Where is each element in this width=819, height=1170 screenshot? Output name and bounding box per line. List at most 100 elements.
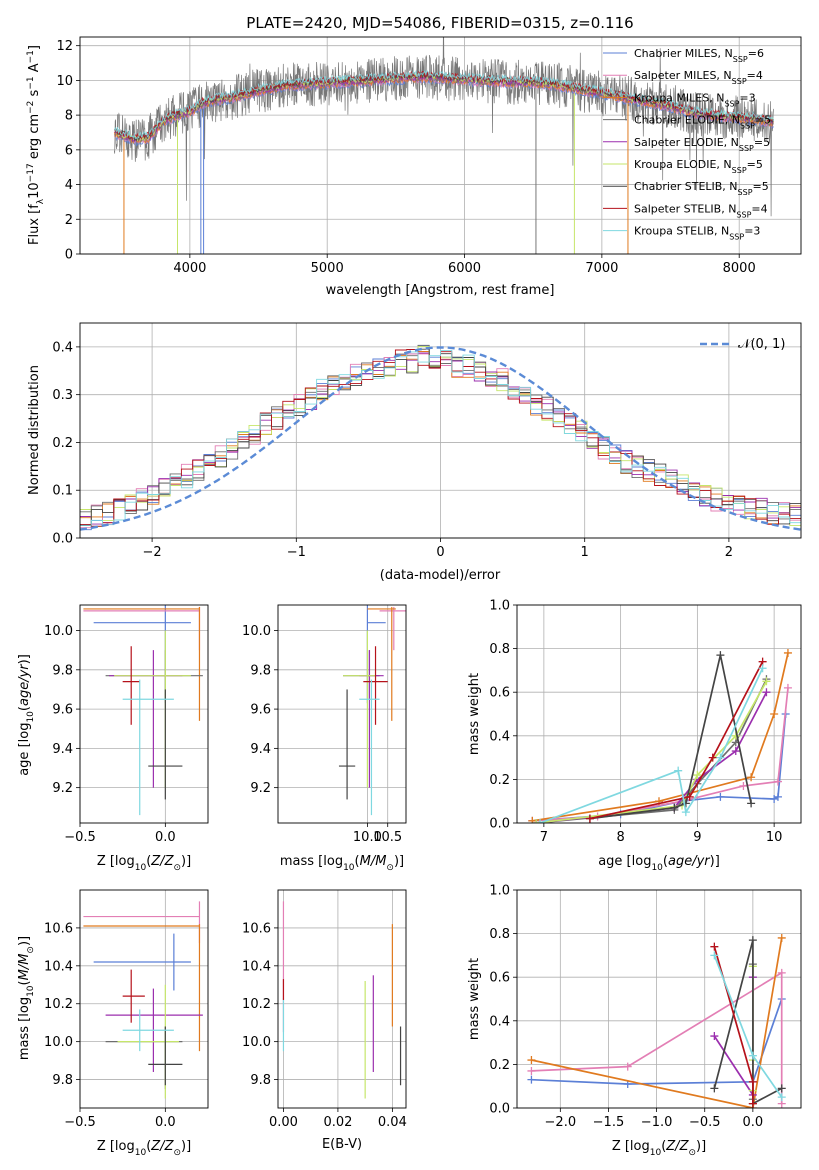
plot-area [282, 901, 402, 1099]
y-tick-label: 1.0 [489, 599, 510, 614]
mass-weight-marker [716, 651, 725, 660]
x-tick-label: 1 [581, 545, 589, 560]
x-tick-label: 6000 [448, 261, 481, 276]
ebv-xlabel: E(B-V) [322, 1137, 362, 1152]
y-tick-label: 10.0 [44, 624, 73, 639]
y-tick-label: 9.8 [250, 1073, 271, 1088]
mass-weight-marker [527, 1056, 536, 1065]
plot-area [80, 344, 801, 531]
mass-weight-marker [710, 942, 719, 951]
mass-weight-line [531, 937, 783, 1108]
y-tick-label: 9.8 [52, 663, 73, 678]
mass-weight-marker [773, 777, 782, 786]
legend-entry: Chabrier MILES, NSSP=6 [634, 47, 764, 64]
x-tick-label: −1.0 [641, 1115, 673, 1130]
mass-weight-marker [528, 816, 537, 823]
mass-weight-marker [783, 683, 792, 692]
mass-weight-marker [693, 771, 702, 780]
y-tick-label: 10.4 [242, 959, 271, 974]
x-tick-label: 0 [436, 545, 444, 560]
y-tick-label: 0.1 [52, 484, 73, 499]
spectrum-model-line [113, 69, 774, 140]
y-tick-label: 9.4 [52, 742, 73, 757]
age-vs-Z-axes [79, 605, 208, 823]
mass-weight-marker [710, 1032, 719, 1041]
y-tick-label: 0.4 [489, 729, 510, 744]
spectrum-data-line [113, 37, 774, 217]
spectrum-xlabel: wavelength [Angstrom, rest frame] [326, 283, 555, 298]
mass-weight-marker [685, 792, 694, 801]
mass-weight-marker [748, 1099, 757, 1108]
y-tick-label: 10.6 [242, 921, 271, 936]
massweight-vs-age-axes [517, 604, 801, 824]
legend-entry: Salpeter ELODIE, NSSP=5 [634, 136, 770, 153]
x-tick-label: 10 [766, 830, 783, 845]
mass-weight-marker [758, 664, 767, 673]
y-tick-label: 0.6 [489, 686, 510, 701]
mass-weight-marker [527, 1075, 536, 1084]
x-tick-label: −1 [287, 545, 306, 560]
y-tick-label: 10.2 [44, 997, 73, 1012]
mass-weight-marker [681, 799, 690, 808]
legend-entry: Kroupa STELIB, NSSP=3 [634, 225, 760, 242]
y-tick-label: 0.0 [52, 532, 73, 547]
x-tick-label: 0.00 [269, 1115, 298, 1130]
mass-weight-marker [770, 710, 779, 718]
axes-frame [277, 889, 407, 1109]
x-tick-label: −0.5 [689, 1115, 721, 1130]
plot-area [527, 933, 786, 1108]
mass-weight-marker [585, 814, 594, 823]
mass-weight-marker [674, 766, 683, 775]
mass-weight-marker [748, 936, 757, 945]
mass-weight-line [531, 971, 783, 1104]
legend-normal-label: 𝒩(0, 1) [738, 337, 785, 352]
y-tick-label: 9.6 [250, 703, 271, 718]
y-tick-label: 10.6 [44, 921, 73, 936]
mass-weight-marker [710, 951, 719, 960]
mass-weight-line [539, 667, 764, 823]
residual-xlabel: (data-model)/error [380, 568, 501, 583]
y-tick-label: 0.2 [489, 773, 510, 788]
mass-weight-marker [783, 648, 792, 657]
x-tick-label: 7 [540, 830, 548, 845]
y-tick-label: 0.6 [489, 971, 510, 986]
mwZ-xlabel: Z [log10(Z/Z⊙)] [612, 1139, 706, 1158]
mass-weight-marker [777, 968, 786, 977]
y-tick-label: 0.4 [52, 340, 73, 355]
legend-entry: Chabrier ELODIE, NSSP=5 [634, 114, 771, 131]
y-tick-label: 0.4 [489, 1014, 510, 1029]
mass-weight-line [589, 661, 764, 820]
y-tick-label: 9.2 [52, 781, 73, 796]
y-tick-label: 2 [65, 213, 73, 228]
y-tick-label: 12 [56, 39, 73, 54]
axes-frame [79, 36, 802, 255]
y-tick-label: 9.8 [250, 663, 271, 678]
y-tick-label: 1.0 [489, 884, 510, 899]
mass-weight-marker [777, 1084, 786, 1093]
mass-weight-line [531, 998, 783, 1085]
y-tick-label: 8 [65, 109, 73, 124]
ageZ-xlabel: Z [log10(Z/Z⊙)] [97, 854, 191, 873]
residual-ylabel: Normed distribution [27, 365, 42, 495]
mass-weight-marker [747, 799, 756, 808]
y-tick-label: 0.0 [489, 817, 510, 832]
mwZ-ylabel: mass weight [467, 958, 482, 1040]
y-tick-label: 9.6 [52, 703, 73, 718]
axes-frame [516, 604, 802, 824]
y-tick-label: 0.8 [489, 927, 510, 942]
y-tick-label: 6 [65, 143, 73, 158]
legend-entry: Salpeter STELIB, NSSP=4 [634, 202, 768, 219]
mass-weight-marker [762, 688, 771, 697]
x-tick-label: 0.04 [378, 1115, 407, 1130]
x-tick-label: 10.0 [353, 830, 382, 845]
mass-weight-marker [762, 677, 771, 686]
mass-weight-marker [710, 1084, 719, 1093]
x-tick-label: 7000 [585, 261, 618, 276]
ageMass-xlabel: mass [log10(M/M⊙)] [280, 854, 404, 873]
plot-area [528, 648, 792, 823]
y-tick-label: 0.2 [52, 436, 73, 451]
y-tick-label: 0 [65, 248, 73, 263]
y-tick-label: 10.2 [242, 997, 271, 1012]
x-tick-label: −2 [143, 545, 162, 560]
